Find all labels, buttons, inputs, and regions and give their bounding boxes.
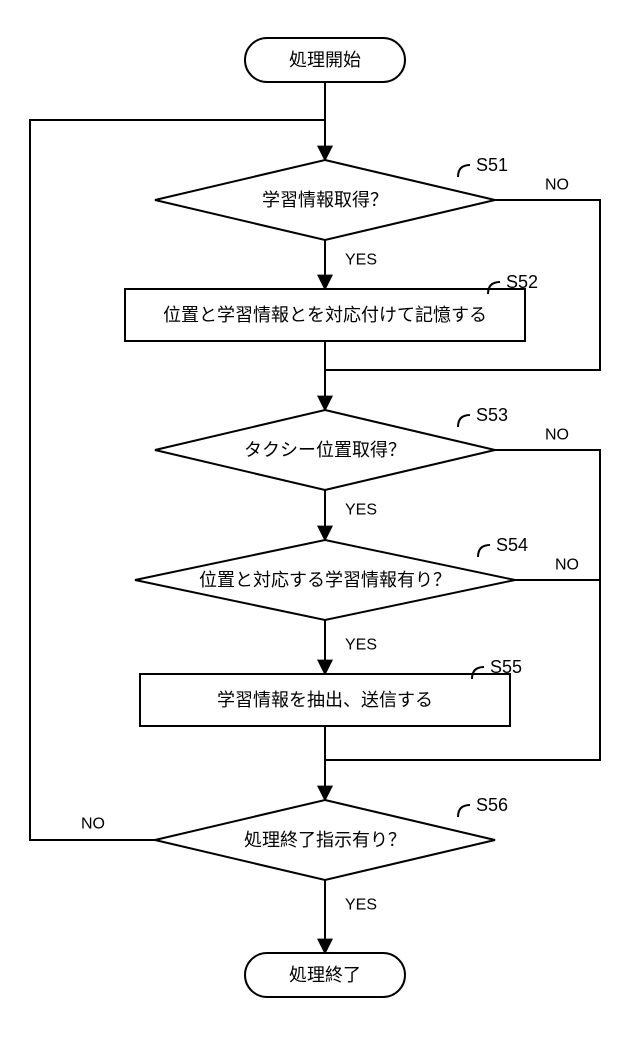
callout-label-s52: S52	[506, 272, 538, 292]
node-s52: 位置と学習情報とを対応付けて記憶する S52	[125, 272, 538, 341]
node-text-s56: 処理終了指示有り？	[244, 830, 406, 850]
callout-label-s56: S56	[476, 795, 508, 815]
callout-label-s53: S53	[476, 405, 508, 425]
edge-label-s53-s54: YES	[345, 502, 377, 519]
edge-label-s54-s55: YES	[345, 637, 377, 654]
callout-label-s54: S54	[496, 535, 528, 555]
node-start: 処理開始	[245, 38, 405, 82]
callout-arc-s56	[458, 805, 470, 817]
node-text-s53: タクシー位置取得？	[244, 440, 406, 460]
node-s51: 学習情報取得？ S51	[155, 155, 508, 240]
node-text-s51: 学習情報取得？	[262, 190, 388, 210]
node-text-start: 処理開始	[289, 50, 361, 70]
edge-label-s51-s52: YES	[345, 252, 377, 269]
edge-label-s54-no: NO	[555, 557, 579, 574]
callout-label-s51: S51	[476, 155, 508, 175]
edge-label-s51-no: NO	[545, 177, 569, 194]
callout-arc-s51	[458, 165, 470, 177]
callout-label-s55: S55	[490, 657, 522, 677]
node-s56: 処理終了指示有り？ S56	[155, 795, 508, 880]
nodes-layer: 処理開始学習情報取得？ S51 位置と学習情報とを対応付けて記憶する S52 タクシー位…	[125, 38, 538, 997]
node-s54: 位置と対応する学習情報有り？ S54	[135, 535, 528, 620]
node-text-s55: 学習情報を抽出、送信する	[217, 690, 433, 710]
flowchart-canvas: YES NO YES NO YES NO YES NO 処理開始学習情報取得？ S51 位置と学習情…	[0, 0, 640, 1051]
node-text-end: 処理終了	[289, 965, 361, 985]
callout-arc-s54	[478, 545, 490, 557]
node-s55: 学習情報を抽出、送信する S55	[140, 657, 522, 726]
node-text-s54: 位置と対応する学習情報有り？	[199, 570, 451, 590]
node-end: 処理終了	[245, 953, 405, 997]
node-s53: タクシー位置取得？ S53	[155, 405, 508, 490]
callout-arc-s53	[458, 415, 470, 427]
edge-label-s56-end: YES	[345, 897, 377, 914]
node-text-s52: 位置と学習情報とを対応付けて記憶する	[163, 305, 487, 325]
edge-label-s53-no: NO	[545, 427, 569, 444]
edge-label-s56-no: NO	[81, 816, 105, 833]
